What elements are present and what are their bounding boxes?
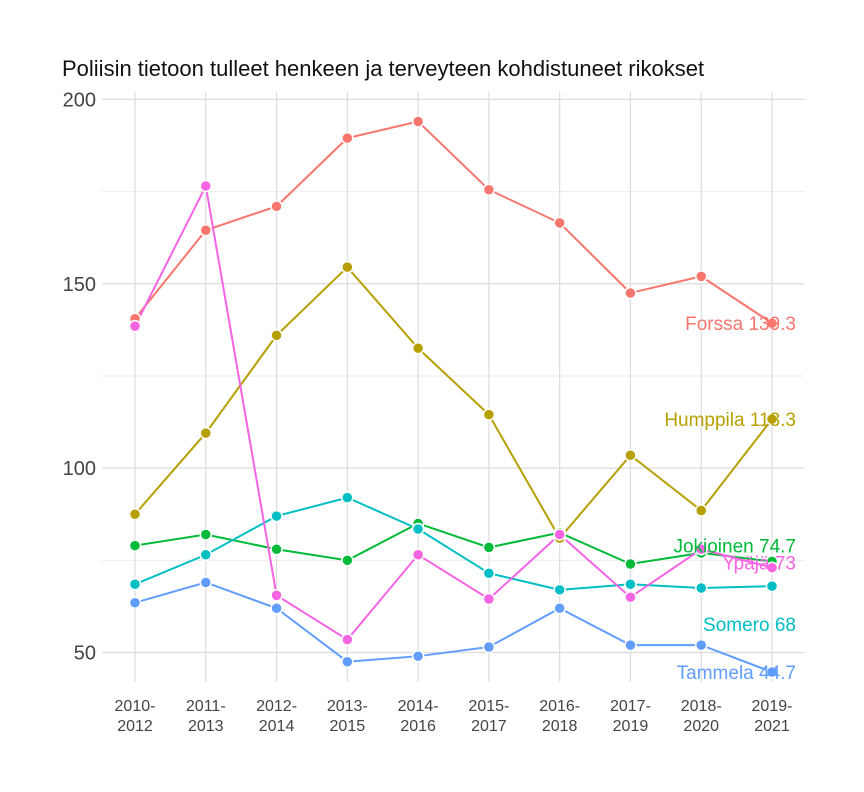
data-point — [341, 554, 354, 567]
series-line — [134, 265, 773, 540]
series-end-label: Forssa 139.3 — [685, 314, 796, 335]
series-end-label: Tammela 44.7 — [677, 663, 796, 684]
data-point — [411, 342, 425, 355]
data-point — [128, 319, 142, 333]
data-point — [199, 179, 213, 193]
data-point — [128, 578, 142, 591]
x-tick-label: 2019-2021 — [752, 698, 793, 735]
data-point — [553, 528, 566, 541]
data-point — [128, 596, 142, 609]
series-line — [134, 120, 773, 325]
data-point — [341, 131, 354, 145]
data-point — [694, 581, 708, 595]
data-point — [765, 665, 779, 679]
data-point — [765, 412, 779, 426]
x-tick-label: 2011-2013 — [186, 698, 226, 735]
series-end-label: Somero 68 — [703, 615, 796, 636]
data-point — [270, 589, 283, 602]
data-point — [411, 649, 425, 663]
data-point — [199, 576, 213, 589]
series-line — [134, 182, 773, 641]
data-point — [341, 491, 354, 504]
end-labels: Forssa 139.3 Humppila 113.3 Jokioinen 74.7… — [664, 314, 796, 684]
data-point — [553, 602, 566, 615]
data-point — [482, 592, 496, 606]
data-point — [482, 183, 496, 196]
x-tick-label: 2016-2018 — [539, 698, 580, 735]
x-tick-label: 2017-2019 — [610, 698, 651, 735]
data-point — [624, 638, 637, 652]
data-point — [624, 590, 637, 604]
data-point — [270, 200, 283, 213]
data-point — [624, 557, 637, 571]
data-point — [199, 528, 213, 541]
series-end-label: Jokioinen 74.7 — [673, 536, 796, 557]
data-point — [128, 507, 142, 521]
data-point — [765, 316, 779, 330]
x-tick-label: 2015-2017 — [468, 698, 509, 735]
data-point — [482, 566, 496, 580]
series-line — [134, 522, 773, 566]
data-point — [199, 426, 213, 440]
data-point — [482, 640, 496, 654]
data-point — [270, 543, 283, 556]
x-tick-label: 2012-2014 — [256, 698, 297, 735]
series-line — [134, 581, 773, 673]
data-point — [482, 541, 496, 554]
data-point — [341, 633, 354, 646]
x-axis-ticks: 2010-2012 2011-2013 2012-2014 2013-2015 2014… — [115, 698, 793, 735]
y-axis-ticks: 50 100 150 200 — [63, 89, 96, 664]
data-point — [624, 448, 637, 462]
series-end-label: Humppila 113.3 — [664, 410, 796, 431]
data-point — [270, 329, 283, 342]
x-tick-label: 2014-2016 — [398, 698, 439, 735]
data-point — [482, 408, 496, 421]
data-point — [765, 561, 779, 574]
data-point — [765, 579, 779, 593]
chart-title: Poliisin tietoon tulleet henkeen ja terv… — [62, 56, 705, 81]
data-point — [694, 638, 708, 652]
data-point — [128, 539, 142, 552]
y-tick-label: 100 — [63, 458, 96, 480]
data-point — [694, 270, 708, 283]
data-point — [553, 583, 566, 597]
data-point — [624, 286, 637, 300]
data-point — [341, 260, 354, 274]
data-point — [694, 504, 708, 517]
data-point — [270, 602, 283, 615]
series-lines — [128, 115, 779, 679]
data-point — [411, 115, 425, 128]
y-tick-label: 50 — [74, 643, 96, 665]
data-point — [411, 548, 425, 562]
data-point — [270, 509, 283, 523]
y-tick-label: 200 — [63, 89, 96, 111]
data-point — [411, 522, 425, 536]
x-tick-label: 2013-2015 — [327, 698, 368, 735]
data-point — [624, 578, 637, 591]
data-point — [199, 224, 213, 237]
data-point — [341, 655, 354, 668]
data-point — [553, 216, 566, 230]
series-end-label: Ypäjä 73 — [722, 554, 796, 575]
x-tick-label: 2010-2012 — [115, 698, 156, 735]
y-tick-label: 150 — [63, 274, 96, 296]
x-tick-label: 2018-2020 — [681, 698, 722, 735]
series-line — [134, 496, 773, 591]
data-point — [694, 543, 708, 556]
data-point — [199, 548, 213, 562]
